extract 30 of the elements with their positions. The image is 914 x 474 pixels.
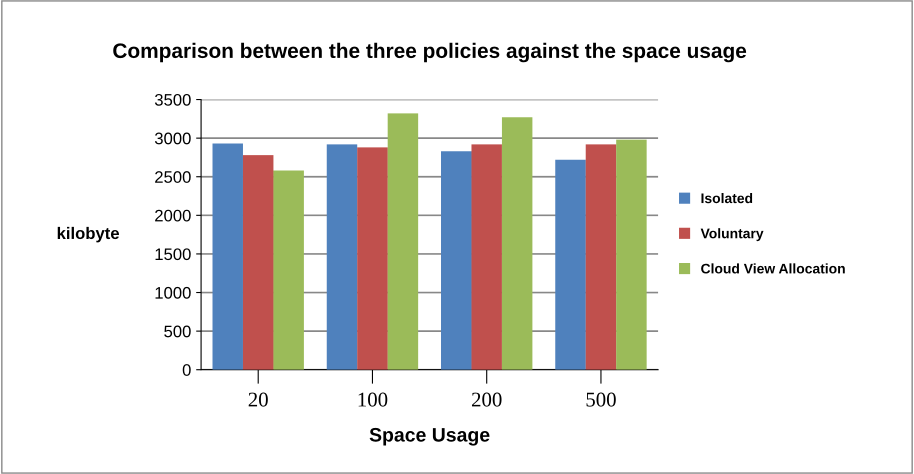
- y-tick-label: 2500: [155, 171, 191, 183]
- legend-label: Cloud View Allocation: [701, 263, 845, 274]
- y-tick-label: 3500: [154, 94, 191, 106]
- y-tick-label: 3000: [154, 132, 191, 144]
- bar: [273, 170, 304, 370]
- bar: [586, 144, 616, 370]
- bar: [471, 144, 502, 370]
- x-tick-label: 500: [586, 392, 616, 407]
- legend-label: Isolated: [701, 192, 752, 204]
- x-axis-title: Space Usage: [370, 428, 490, 446]
- y-tick-label: 500: [164, 326, 191, 338]
- bar: [212, 144, 243, 370]
- bar: [357, 147, 388, 370]
- y-tick-label: 0: [182, 364, 191, 376]
- y-axis-title: kilobyte: [58, 226, 119, 242]
- x-tick-label: 200: [472, 392, 502, 407]
- bar: [388, 113, 418, 370]
- legend-label: Voluntary: [700, 228, 764, 242]
- y-tick-label: 1000: [156, 286, 191, 299]
- x-tick-label: 100: [358, 392, 388, 407]
- bar: [326, 144, 358, 370]
- y-tick-label: 2000: [155, 210, 191, 222]
- bar: [555, 160, 586, 370]
- bar: [441, 151, 472, 370]
- chart-title: Comparison between the three policies against the space usage: [113, 42, 746, 62]
- bar: [502, 117, 532, 370]
- x-tick-label: 20: [248, 392, 268, 407]
- bar: [616, 140, 647, 370]
- y-tick-label: 1500: [156, 248, 191, 260]
- bar: [242, 155, 274, 370]
